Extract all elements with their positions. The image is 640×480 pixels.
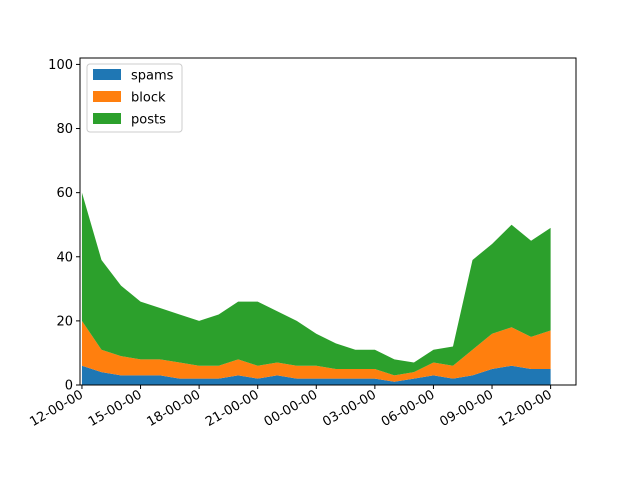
legend-label-spams: spams bbox=[131, 69, 174, 84]
y-tick-label: 80 bbox=[56, 122, 73, 137]
y-tick-label: 0 bbox=[65, 379, 73, 394]
x-tick-label: 06-00-00 bbox=[379, 387, 438, 429]
legend-label-block: block bbox=[131, 91, 166, 106]
x-tick-label: 15-00-00 bbox=[86, 387, 145, 429]
y-axis: 0 20 40 60 80 100 bbox=[48, 58, 80, 394]
plot-frame bbox=[79, 57, 577, 386]
x-tick-label: 09-00-00 bbox=[437, 387, 496, 429]
x-tick-label: 00-00-00 bbox=[262, 387, 321, 429]
y-tick-label: 20 bbox=[56, 314, 73, 329]
x-tick-label: 12-00-00 bbox=[496, 387, 555, 429]
area-series-group bbox=[81, 192, 551, 385]
legend-swatch-posts bbox=[93, 113, 121, 124]
x-tick-label: 18-00-00 bbox=[145, 387, 204, 429]
y-tick-label: 40 bbox=[56, 250, 73, 265]
x-tick-label: 03-00-00 bbox=[320, 387, 379, 429]
area-posts bbox=[81, 192, 551, 376]
legend-swatch-spams bbox=[93, 69, 121, 80]
legend: spams block posts bbox=[86, 63, 183, 133]
area-spams bbox=[81, 365, 551, 385]
y-tick-label: 60 bbox=[56, 186, 73, 201]
legend-label-posts: posts bbox=[131, 113, 166, 128]
x-tick-label: 21-00-00 bbox=[203, 387, 262, 429]
x-axis: 12-00-00 15-00-00 18-00-00 21-00-00 00-00-00… bbox=[27, 385, 555, 430]
y-tick-label: 100 bbox=[48, 58, 73, 73]
legend-swatch-block bbox=[93, 91, 121, 102]
x-tick-label: 12-00-00 bbox=[27, 387, 86, 429]
area-block bbox=[81, 320, 551, 382]
